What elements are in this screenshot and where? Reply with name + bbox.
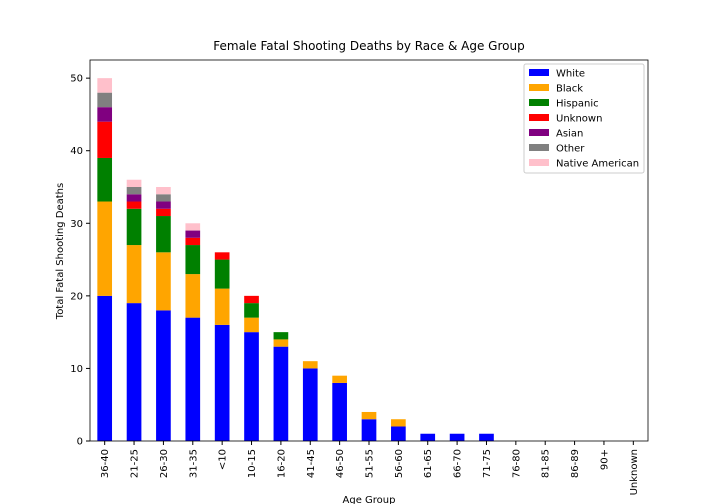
legend-label: White <box>556 69 585 80</box>
bar-segment <box>185 274 201 318</box>
bar-segment <box>332 382 347 441</box>
x-tick-label: 10-15 <box>247 449 258 478</box>
bar-segment <box>156 187 171 195</box>
bar-segment <box>126 303 142 441</box>
bar-segment <box>185 237 201 246</box>
x-tick-label: 90+ <box>599 449 610 470</box>
bar-segment <box>273 346 289 441</box>
bar-segment <box>244 317 259 333</box>
bar-segment <box>126 201 142 209</box>
legend-swatch <box>529 114 549 121</box>
bar-segment <box>185 230 201 238</box>
x-tick-label: 41-45 <box>306 449 317 478</box>
bar-segment <box>391 426 406 441</box>
bar-segment <box>156 216 171 253</box>
legend-label: Black <box>556 84 583 95</box>
y-tick-label: 0 <box>77 437 83 448</box>
bar-segment <box>244 332 259 441</box>
bar-segment <box>479 433 494 441</box>
bar-segment <box>97 92 113 108</box>
x-tick-label: 76-80 <box>511 449 522 478</box>
x-tick-label: 36-40 <box>100 449 111 478</box>
bar-segment <box>332 375 347 383</box>
chart-title: Female Fatal Shooting Deaths by Race & A… <box>213 39 524 53</box>
legend-swatch <box>529 129 549 136</box>
x-tick-label: 71-75 <box>482 449 493 478</box>
x-tick-label: 26-30 <box>159 449 170 478</box>
legend-label: Asian <box>556 129 583 140</box>
bar-segment <box>244 295 259 304</box>
legend-swatch <box>529 69 549 76</box>
bar-segment <box>97 295 113 441</box>
y-tick-label: 10 <box>70 364 83 375</box>
bar-segment <box>126 187 142 195</box>
legend-swatch <box>529 159 549 166</box>
x-tick-label: 66-70 <box>453 449 464 478</box>
bar-segment <box>156 252 171 311</box>
x-tick-label: <10 <box>218 449 229 470</box>
bar-segment <box>97 107 113 122</box>
bar-segment <box>273 339 289 347</box>
bar-segment <box>97 157 113 202</box>
x-tick-label: 61-65 <box>423 449 434 478</box>
bar-segment <box>156 208 171 217</box>
y-axis-label: Total Fatal Shooting Deaths <box>55 183 66 320</box>
bar-segment <box>361 411 377 420</box>
bar-segment <box>185 317 201 441</box>
bar-segment <box>185 245 201 275</box>
bar-segment <box>156 194 171 202</box>
x-tick-label: 16-20 <box>276 449 287 478</box>
bar-segment <box>126 194 142 202</box>
bar-segment <box>302 361 318 369</box>
legend-label: Native American <box>556 159 639 170</box>
x-tick-label: 86-89 <box>570 449 581 478</box>
bar-segment <box>126 208 142 246</box>
y-tick-label: 30 <box>70 219 83 230</box>
bar-segment <box>156 310 171 441</box>
x-tick-label: 46-50 <box>335 449 346 478</box>
bar-segment <box>126 245 142 304</box>
legend-label: Other <box>556 144 585 155</box>
bar-segment <box>185 223 201 231</box>
bar-segment <box>97 78 113 93</box>
bar-segment <box>97 121 113 158</box>
x-tick-label: 81-85 <box>541 449 552 478</box>
x-axis-label: Age Group <box>343 495 396 504</box>
legend-label: Hispanic <box>556 99 599 110</box>
bar-segment <box>449 433 465 441</box>
bar-segment <box>420 433 436 441</box>
x-tick-label: 56-60 <box>394 449 405 478</box>
legend-box <box>523 63 645 174</box>
bar-segment <box>391 419 406 427</box>
x-tick-label: Unknown <box>629 449 640 495</box>
bar-segment <box>361 419 377 441</box>
legend-swatch <box>529 84 549 91</box>
bar-segment <box>97 201 113 296</box>
bar-segment <box>214 252 230 260</box>
bar-segment <box>214 259 230 289</box>
y-tick-label: 40 <box>70 146 83 157</box>
legend-label: Unknown <box>556 114 602 125</box>
y-tick-label: 20 <box>70 291 83 302</box>
bar-segment <box>126 179 142 187</box>
y-tick-label: 50 <box>70 74 83 85</box>
bar-segment <box>273 332 289 340</box>
x-tick-label: 21-25 <box>130 449 141 478</box>
plot-frame <box>89 59 649 442</box>
legend-swatch <box>529 144 549 151</box>
bar-segment <box>214 288 230 325</box>
bar-segment <box>156 201 171 209</box>
legend-swatch <box>529 99 549 106</box>
x-tick-label: 31-35 <box>188 449 199 478</box>
x-tick-label: 51-55 <box>365 449 376 478</box>
bar-segment <box>214 324 230 441</box>
bar-segment <box>244 303 259 318</box>
bar-segment <box>302 368 318 441</box>
